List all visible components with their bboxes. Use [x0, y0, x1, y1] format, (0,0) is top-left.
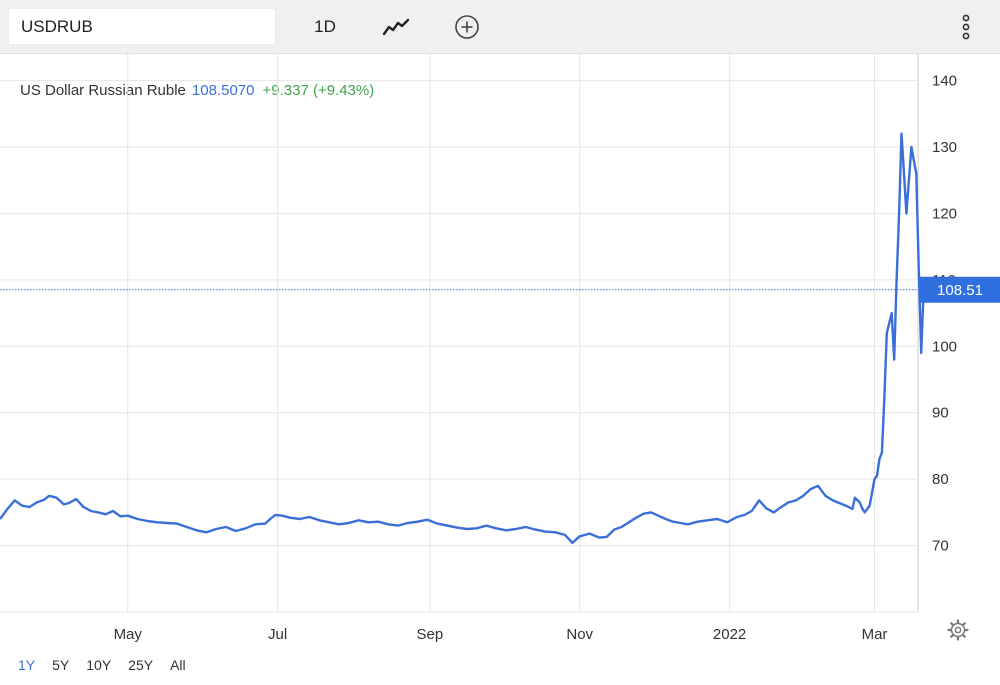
x-tick-label: Jul: [268, 626, 287, 643]
current-price-label: 108.51: [937, 282, 983, 299]
x-tick-label: May: [114, 626, 143, 643]
current-price-tag: 108.51: [920, 276, 1000, 303]
chart-legend: US Dollar Russian Ruble 108.5070 +9.337 (+…: [20, 82, 374, 99]
compare-button[interactable]: [450, 12, 484, 42]
y-tick-label: 140: [932, 73, 957, 90]
interval-button[interactable]: 1D: [314, 17, 336, 36]
more-menu-button[interactable]: [950, 12, 982, 42]
x-tick-label: Sep: [417, 626, 444, 643]
y-tick-label: 90: [932, 405, 949, 422]
range-button-1y[interactable]: 1Y: [18, 657, 36, 673]
line-chart-icon: [382, 18, 410, 36]
x-axis: May Jul Sep Nov 2022 Mar: [114, 626, 888, 643]
legend-price: 108.5070: [191, 82, 255, 99]
y-axis: 708090100110120130140: [932, 73, 957, 555]
chart-type-button[interactable]: [378, 12, 414, 42]
price-chart[interactable]: 708090100110120130140 MayJulSepNov2022Ma…: [0, 54, 1000, 654]
x-tick-label: 2022: [713, 626, 746, 643]
range-selector: 1Y 5Y 10Y 25Y All: [18, 657, 203, 673]
chart-grid: [0, 54, 919, 613]
gear-icon: [947, 619, 969, 641]
x-tick-label: Nov: [566, 626, 593, 643]
y-tick-label: 80: [932, 471, 949, 488]
y-tick-label: 130: [932, 139, 957, 156]
range-button-10y[interactable]: 10Y: [86, 657, 112, 673]
plus-circle-icon: [455, 15, 479, 39]
chart-toolbar: 1D: [0, 0, 1000, 54]
kebab-menu-icon: [962, 14, 970, 40]
symbol-input[interactable]: [8, 8, 276, 45]
range-button-5y[interactable]: 5Y: [52, 657, 70, 673]
y-tick-label: 100: [932, 338, 957, 355]
chart-settings-button[interactable]: [946, 618, 970, 642]
y-tick-label: 70: [932, 538, 949, 555]
series-line-usdrub: [0, 132, 925, 545]
x-tick-label: Mar: [862, 626, 888, 643]
y-tick-label: 120: [932, 205, 957, 222]
instrument-name: US Dollar Russian Ruble: [20, 82, 186, 99]
range-button-all[interactable]: All: [170, 657, 186, 673]
legend-change: +9.337 (+9.43%): [262, 82, 375, 99]
range-button-25y[interactable]: 25Y: [128, 657, 154, 673]
